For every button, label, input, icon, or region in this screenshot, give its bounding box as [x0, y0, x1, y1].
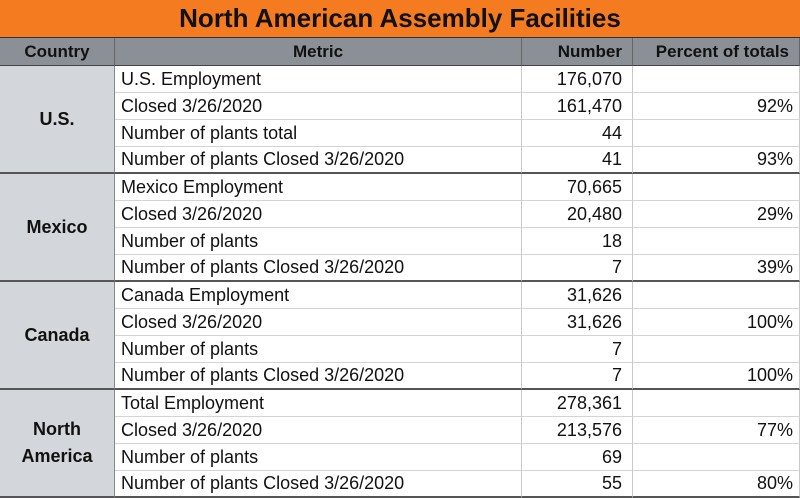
column-header: Metric	[115, 38, 522, 66]
metric-cell: Total Employment	[115, 390, 522, 417]
table: Country Metric Number Percent of totals U.S.…	[0, 38, 800, 498]
percent-cell: 92%	[633, 93, 800, 120]
metric-cell: Number of plants Closed 3/26/2020	[115, 471, 522, 498]
column-header: Number	[522, 38, 633, 66]
title: North American Assembly Facilities	[0, 0, 800, 38]
metric-cell: Closed 3/26/2020	[115, 309, 522, 336]
number-cell: 7	[522, 336, 633, 363]
percent-cell	[633, 444, 800, 471]
metric-cell: Closed 3/26/2020	[115, 93, 522, 120]
metric-cell: Number of plants Closed 3/26/2020	[115, 147, 522, 174]
metric-cell: Closed 3/26/2020	[115, 417, 522, 444]
metric-cell: Number of plants	[115, 336, 522, 363]
metric-cell: Number of plants	[115, 228, 522, 255]
number-cell: 161,470	[522, 93, 633, 120]
number-cell: 7	[522, 255, 633, 282]
percent-cell: 100%	[633, 363, 800, 390]
metric-cell: Number of plants	[115, 444, 522, 471]
number-cell: 7	[522, 363, 633, 390]
percent-cell	[633, 174, 800, 201]
metric-cell: Number of plants Closed 3/26/2020	[115, 363, 522, 390]
percent-cell: 100%	[633, 309, 800, 336]
number-cell: 70,665	[522, 174, 633, 201]
metric-cell: Closed 3/26/2020	[115, 201, 522, 228]
number-cell: 18	[522, 228, 633, 255]
percent-cell	[633, 66, 800, 93]
percent-cell	[633, 336, 800, 363]
country-cell: Mexico	[0, 174, 115, 282]
percent-cell	[633, 120, 800, 147]
number-cell: 44	[522, 120, 633, 147]
percent-cell	[633, 390, 800, 417]
column-header: Percent of totals	[633, 38, 800, 66]
country-cell: Canada	[0, 282, 115, 390]
number-cell: 41	[522, 147, 633, 174]
number-cell: 31,626	[522, 309, 633, 336]
metric-cell: Number of plants total	[115, 120, 522, 147]
metric-cell: Canada Employment	[115, 282, 522, 309]
percent-cell: 39%	[633, 255, 800, 282]
number-cell: 213,576	[522, 417, 633, 444]
metric-cell: Number of plants Closed 3/26/2020	[115, 255, 522, 282]
percent-cell: 29%	[633, 201, 800, 228]
percent-cell	[633, 228, 800, 255]
number-cell: 55	[522, 471, 633, 498]
percent-cell	[633, 282, 800, 309]
number-cell: 176,070	[522, 66, 633, 93]
metric-cell: U.S. Employment	[115, 66, 522, 93]
column-header: Country	[0, 38, 115, 66]
number-cell: 69	[522, 444, 633, 471]
metric-cell: Mexico Employment	[115, 174, 522, 201]
number-cell: 278,361	[522, 390, 633, 417]
percent-cell: 77%	[633, 417, 800, 444]
country-cell: U.S.	[0, 66, 115, 174]
number-cell: 20,480	[522, 201, 633, 228]
country-cell: North America	[0, 390, 115, 498]
percent-cell: 80%	[633, 471, 800, 498]
number-cell: 31,626	[522, 282, 633, 309]
percent-cell: 93%	[633, 147, 800, 174]
